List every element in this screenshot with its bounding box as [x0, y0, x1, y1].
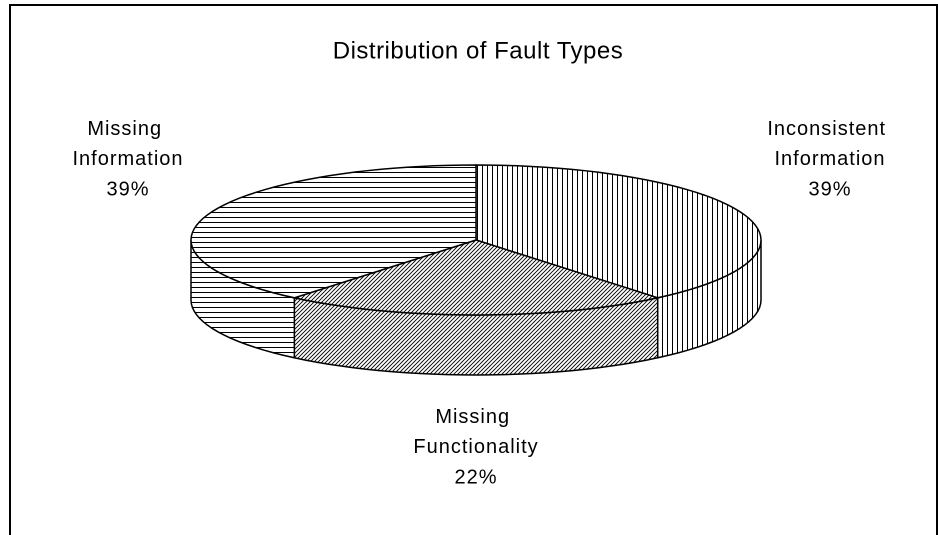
slice-label-line: Missing	[87, 118, 168, 140]
pie-slice	[190, 164, 477, 299]
slice-label: Missing Information	[72, 118, 183, 170]
slice-label-line: Information	[774, 148, 885, 170]
slice-label-line: Information	[72, 148, 183, 170]
slice-label: Missing Functionality	[413, 406, 538, 458]
slice-label-line: Functionality	[413, 436, 538, 458]
slice-label-line: Inconsistent	[767, 118, 892, 140]
slice-value-label: 39%	[106, 178, 149, 200]
pie-slice	[475, 164, 762, 299]
slice-value-label: 39%	[808, 178, 851, 200]
pie-slice	[291, 239, 661, 316]
slice-label-line: Missing	[435, 406, 516, 428]
frame	[9, 4, 938, 535]
chart-title: Distribution of Fault Types	[333, 37, 624, 64]
slice-value-label: 22%	[454, 466, 497, 488]
slice-label: Inconsistent Information	[767, 118, 892, 170]
